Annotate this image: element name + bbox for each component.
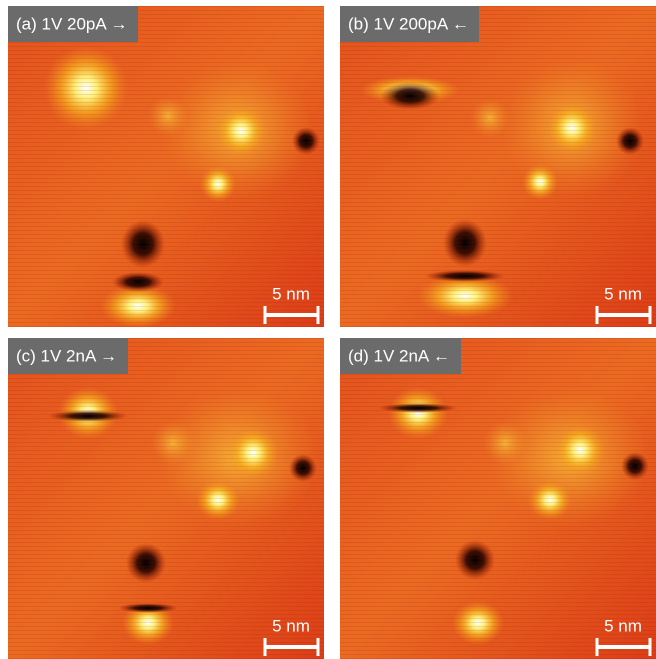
panel-label: (b) 1V 200pA ← <box>348 14 469 33</box>
scan-lines <box>8 338 324 659</box>
scale-bar-label: 5 nm <box>272 284 310 303</box>
scan-lines <box>8 6 324 327</box>
panel: (d) 1V 2nA ← 5 nm <box>340 338 656 659</box>
panel: (c) 1V 2nA → 5 nm <box>8 338 324 659</box>
figure: (a) 1V 20pA →5 nm(b) 1V 200pA ←5 nm(c) 1… <box>0 0 656 659</box>
scale-bar-label: 5 nm <box>272 616 310 635</box>
panel: (a) 1V 20pA → 5 nm <box>8 6 324 328</box>
panel-label: (a) 1V 20pA → <box>16 14 128 33</box>
scale-bar-label: 5 nm <box>604 284 642 303</box>
scale-bar-label: 5 nm <box>604 616 642 635</box>
scan-lines <box>340 6 656 327</box>
panel: (b) 1V 200pA ← 5 nm <box>340 6 656 327</box>
panel-label: (d) 1V 2nA ← <box>348 346 450 365</box>
scan-lines <box>340 338 656 659</box>
panel-label: (c) 1V 2nA → <box>16 346 117 365</box>
